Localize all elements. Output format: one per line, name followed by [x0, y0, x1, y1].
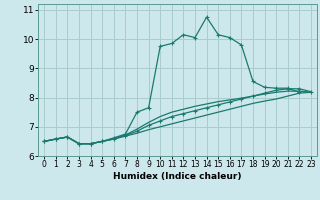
- X-axis label: Humidex (Indice chaleur): Humidex (Indice chaleur): [113, 172, 242, 181]
